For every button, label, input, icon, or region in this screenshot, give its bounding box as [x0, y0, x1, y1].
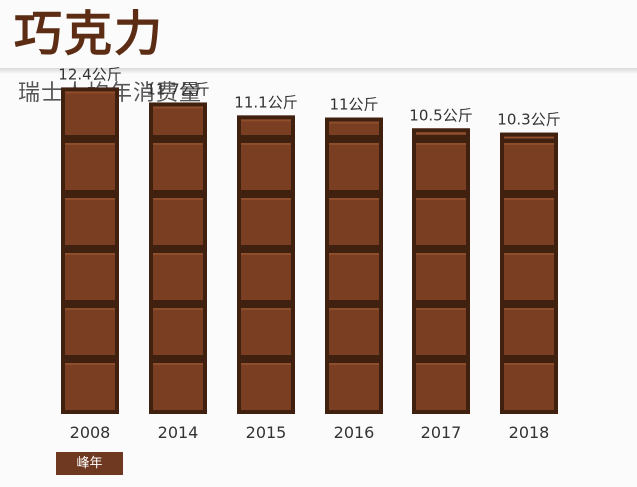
category-label-2014: 2014 — [158, 423, 199, 442]
value-label-2017: 10.5公斤 — [409, 106, 472, 124]
bar-2008 — [61, 87, 119, 414]
bar-2017 — [412, 128, 470, 414]
peak-year-badge: 峰年 — [56, 452, 123, 475]
bar-2018 — [500, 132, 558, 414]
value-label-2016: 11公斤 — [329, 96, 378, 114]
category-label-2008: 2008 — [70, 423, 111, 442]
bar-2016 — [325, 117, 383, 414]
category-label-2016: 2016 — [334, 423, 375, 442]
title-divider — [0, 68, 637, 74]
chart-title: 巧克力 — [14, 6, 165, 62]
value-label-2018: 10.3公斤 — [497, 111, 560, 129]
bar-2015 — [237, 115, 295, 414]
bar-2014 — [149, 102, 207, 414]
category-label-2015: 2015 — [246, 423, 287, 442]
value-label-2014: 11.7公斤 — [146, 80, 209, 98]
value-label-2015: 11.1公斤 — [234, 93, 297, 111]
category-label-2017: 2017 — [421, 423, 462, 442]
value-label-2008: 12.4公斤 — [58, 65, 121, 83]
category-label-2018: 2018 — [509, 423, 550, 442]
